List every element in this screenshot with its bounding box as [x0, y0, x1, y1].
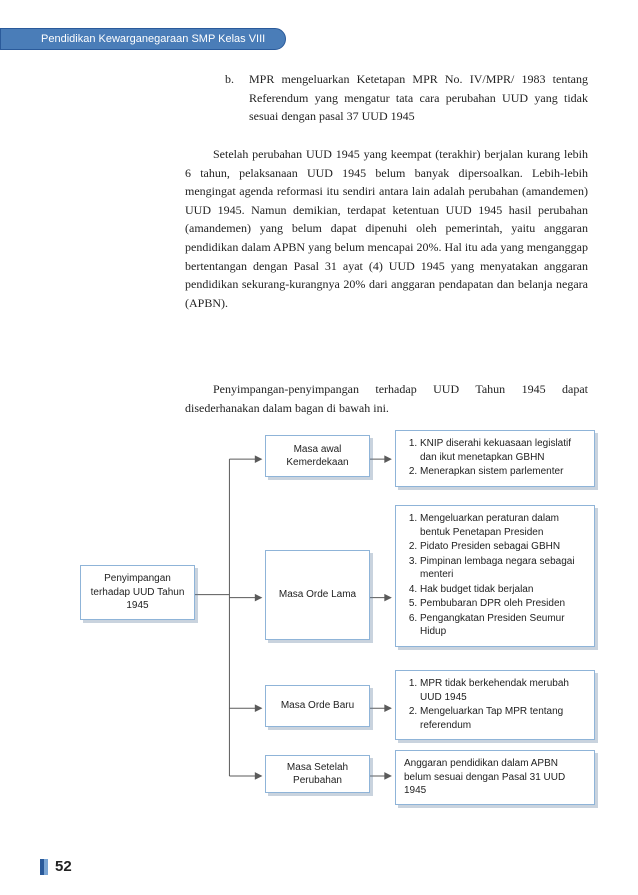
node-detail-3: MPR tidak berkehendak merubah UUD 1945 M…: [395, 670, 595, 740]
node-period-1-label: Masa awal Kemerdekaan: [274, 443, 361, 470]
list-item-b: b. MPR mengeluarkan Ketetapan MPR No. IV…: [225, 70, 588, 126]
header-title: Pendidikan Kewarganegaraan SMP Kelas VII…: [41, 33, 265, 45]
node-period-4-label: Masa Setelah Perubahan: [274, 761, 361, 788]
header-tab: Pendidikan Kewarganegaraan SMP Kelas VII…: [0, 28, 286, 50]
detail-item: KNIP diserahi kekuasaan legislatif dan i…: [420, 437, 586, 464]
detail-item: Pimpinan lembaga negara sebagai menteri: [420, 555, 586, 582]
node-detail-4: Anggaran pendidikan dalam APBN belum ses…: [395, 750, 595, 805]
textbook-page: { "header": { "title": "Pendidikan Kewar…: [0, 0, 638, 895]
node-period-4: Masa Setelah Perubahan: [265, 755, 370, 793]
list-item-b-text: MPR mengeluarkan Ketetapan MPR No. IV/MP…: [249, 70, 588, 126]
page-num-decoration: [40, 859, 48, 875]
body-top: b. MPR mengeluarkan Ketetapan MPR No. IV…: [225, 70, 588, 126]
body-para3: Penyimpangan-penyimpangan terhadap UUD T…: [185, 380, 588, 417]
detail-item: Pengangkatan Presiden Seumur Hidup: [420, 612, 586, 639]
detail-item: Pidato Presiden sebagai GBHN: [420, 540, 586, 554]
detail-text: Anggaran pendidikan dalam APBN belum ses…: [404, 758, 565, 796]
detail-item: Pembubaran DPR oleh Presiden: [420, 597, 586, 611]
node-period-2-label: Masa Orde Lama: [279, 588, 356, 602]
body-para2: Setelah perubahan UUD 1945 yang keempat …: [185, 145, 588, 312]
node-period-3-label: Masa Orde Baru: [281, 699, 354, 713]
node-root: Penyimpangan terhadap UUD Tahun 1945: [80, 565, 195, 620]
detail-item: Mengeluarkan Tap MPR tentang referendum: [420, 705, 586, 732]
page-number: 52: [55, 858, 72, 875]
node-period-1: Masa awal Kemerdekaan: [265, 435, 370, 477]
paragraph-3: Penyimpangan-penyimpangan terhadap UUD T…: [185, 380, 588, 417]
detail-item: Menerapkan sistem parle­menter: [420, 465, 586, 479]
flowchart: Penyimpangan terhadap UUD Tahun 1945 Mas…: [80, 430, 598, 835]
detail-item: MPR tidak berkehendak merubah UUD 1945: [420, 677, 586, 704]
list-marker: b.: [225, 70, 239, 126]
node-period-2: Masa Orde Lama: [265, 550, 370, 640]
detail-item: Hak budget tidak berjalan: [420, 583, 586, 597]
paragraph-2: Setelah perubahan UUD 1945 yang keempat …: [185, 145, 588, 312]
node-detail-1: KNIP diserahi kekuasaan legislatif dan i…: [395, 430, 595, 487]
detail-item: Mengeluarkan peraturan dalam bentuk Pene…: [420, 512, 586, 539]
node-root-label: Penyimpangan terhadap UUD Tahun 1945: [89, 572, 186, 613]
node-detail-2: Mengeluarkan peraturan dalam bentuk Pene…: [395, 505, 595, 647]
node-period-3: Masa Orde Baru: [265, 685, 370, 727]
